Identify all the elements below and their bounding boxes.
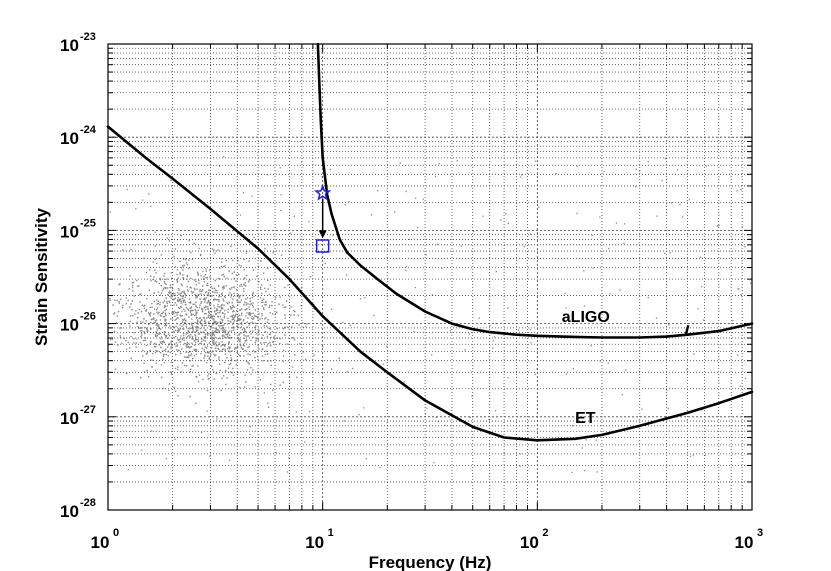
- x-tick-exponent: 3: [757, 527, 763, 539]
- x-axis-tick-labels: 10 0 10 1 10 2 10 3: [91, 527, 764, 552]
- x-tick-base: 10: [305, 533, 324, 552]
- x-axis-title: Frequency (Hz): [369, 553, 492, 571]
- x-tick-exponent: 1: [328, 527, 334, 539]
- curve-label-et: ET: [575, 410, 596, 427]
- axis-minor-ticks: [108, 44, 752, 510]
- curve-labels: aLIGO ET: [562, 309, 610, 427]
- sensitivity-curves: [106, 42, 754, 442]
- x-tick-label: 10 3: [735, 527, 764, 552]
- y-tick-exponent: -28: [80, 497, 96, 509]
- curve-et: [106, 125, 754, 442]
- grid: [108, 44, 752, 510]
- y-tick-label: 10 -27: [60, 404, 96, 428]
- y-tick-label: 10 -24: [60, 124, 97, 148]
- curve-aligo-spike: [684, 324, 690, 337]
- y-axis-title: Strain Sensitivity: [32, 207, 51, 345]
- y-tick-exponent: -24: [80, 124, 97, 136]
- y-tick-base: 10: [60, 222, 79, 241]
- y-tick-base: 10: [60, 409, 79, 428]
- star-marker: [313, 184, 332, 201]
- curve-aligo: [316, 42, 754, 339]
- y-tick-exponent: -26: [80, 311, 96, 323]
- x-tick-base: 10: [91, 533, 110, 552]
- x-tick-exponent: 2: [542, 527, 548, 539]
- x-tick-base: 10: [735, 533, 754, 552]
- plot-area-frame: [107, 43, 753, 511]
- x-tick-exponent: 0: [113, 527, 119, 539]
- square-marker: [315, 239, 330, 253]
- y-tick-base: 10: [60, 502, 79, 521]
- y-tick-label: 10 -25: [60, 217, 96, 241]
- y-tick-label: 10 -28: [60, 497, 96, 521]
- y-tick-label: 10 -26: [60, 311, 96, 335]
- y-tick-exponent: -25: [80, 217, 96, 229]
- y-tick-base: 10: [60, 129, 79, 148]
- y-tick-base: 10: [60, 36, 79, 55]
- y-tick-exponent: -27: [80, 404, 96, 416]
- x-tick-label: 10 1: [305, 527, 334, 552]
- y-tick-exponent: -23: [80, 31, 96, 43]
- x-tick-label: 10 2: [520, 527, 549, 552]
- point-markers: [313, 184, 332, 253]
- curve-label-aligo: aLIGO: [562, 309, 610, 326]
- x-tick-label: 10 0: [91, 527, 120, 552]
- arrow-head: [318, 230, 327, 239]
- x-tick-base: 10: [520, 533, 539, 552]
- y-tick-label: 10 -23: [60, 31, 96, 55]
- y-tick-base: 10: [60, 316, 79, 335]
